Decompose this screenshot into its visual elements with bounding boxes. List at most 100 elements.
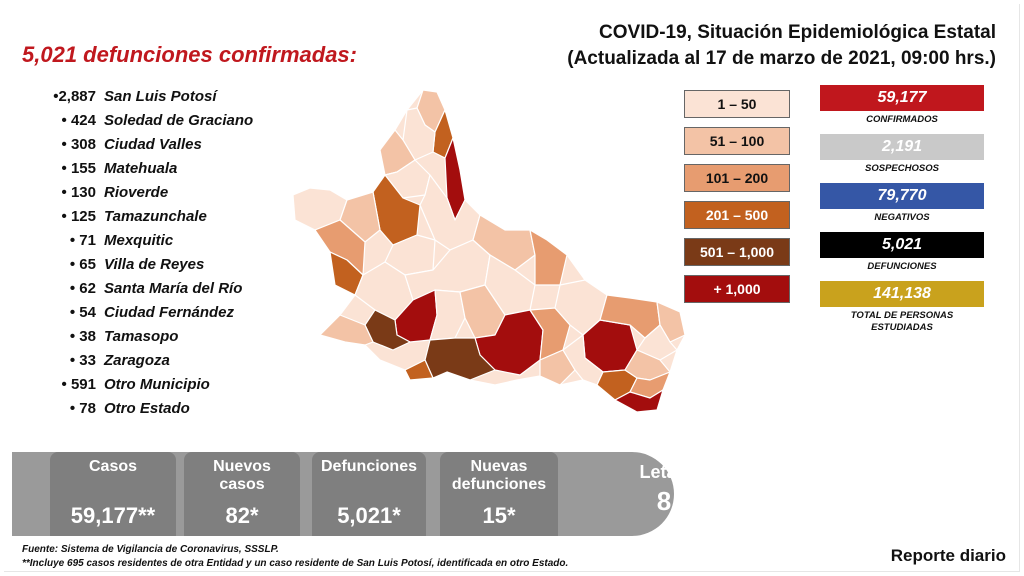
legend-label: 1 – 50 [717, 96, 757, 112]
list-item: • 155 Matehuala [40, 156, 300, 180]
list-item-name: Otro Estado [104, 399, 190, 417]
list-item-count: • 71 [69, 231, 96, 249]
summary-deaths-label: Defunciones [320, 458, 417, 475]
list-item-count: • 62 [69, 279, 96, 297]
list-item: • 308 Ciudad Valles [40, 132, 300, 156]
map-legend: 1 – 50 51 – 100 101 – 200 201 – 500 501 … [684, 90, 790, 312]
list-item-name: Mexquitic [104, 231, 174, 249]
list-item: • 591 Otro Municipio [40, 372, 300, 396]
list-item-count: • 65 [69, 255, 96, 273]
deaths-headline: 5,021 defunciones confirmadas: [22, 42, 357, 67]
list-item: •2,887 San Luis Potosí [40, 84, 300, 108]
list-item-count: • 78 [69, 399, 96, 417]
legend-label: 201 – 500 [705, 207, 769, 223]
list-item-name: Zaragoza [104, 351, 170, 369]
footnote-source: Fuente: Sistema de Vigilancia de Coronav… [22, 544, 279, 555]
summary-cases-label: Casos [88, 458, 138, 475]
list-item-name: Tamasopo [104, 327, 179, 345]
stat-label: DEFUNCIONES [867, 261, 937, 272]
list-item: • 424 Soledad de Graciano [40, 108, 300, 132]
stat-deaths: 5,021 DEFUNCIONES [820, 232, 984, 273]
list-item-name: Soledad de Graciano [104, 111, 254, 129]
list-item: • 54 Ciudad Fernández [40, 300, 300, 324]
municipality-deaths-list: •2,887 San Luis Potosí • 424 Soledad de Gr… [40, 84, 300, 420]
map-region [529, 229, 568, 286]
list-item-count: • 591 [61, 375, 96, 393]
stat-label: CONFIRMADOS [866, 114, 938, 125]
summary-new-deaths-value: 15* [482, 503, 516, 528]
list-item: • 33 Zaragoza [40, 348, 300, 372]
stat-value: 59,177 [820, 85, 984, 111]
list-item: • 62 Santa María del Río [40, 276, 300, 300]
list-item-count: • 125 [61, 207, 96, 225]
map-region [539, 349, 576, 386]
title-line-2: (Actualizada al 17 de marzo de 2021, 09:… [567, 48, 996, 69]
summary-lethality-label: Letalidad: [639, 462, 725, 482]
map-svg [292, 89, 686, 413]
list-item: • 65 Villa de Reyes [40, 252, 300, 276]
stat-value: 79,770 [820, 183, 984, 209]
summary-cases-value: 59,177** [70, 503, 156, 528]
list-item-count: • 54 [69, 303, 96, 321]
list-item-name: Rioverde [104, 183, 169, 201]
map-region [472, 214, 536, 271]
list-item-count: •2,887 [53, 87, 96, 105]
map-region [339, 191, 381, 243]
list-item-name: Otro Municipio [104, 375, 210, 393]
map-region [656, 301, 686, 343]
legend-item-201-500: 201 – 500 [684, 201, 790, 229]
footnote-note: **Incluye 695 casos residentes de otra E… [22, 558, 569, 569]
map-region [614, 389, 664, 413]
stats-panel: 59,177 CONFIRMADOS 2,191 SOSPECHOSOS 79,… [820, 85, 984, 342]
stat-label: TOTAL DE PERSONAS ESTUDIADAS [850, 310, 954, 333]
legend-label: 51 – 100 [709, 133, 765, 149]
summary-new-deaths-label: Nuevas defunciones [451, 458, 547, 493]
list-item: • 71 Mexquitic [40, 228, 300, 252]
stat-label: SOSPECHOSOS [865, 163, 939, 174]
list-item-name: Ciudad Valles [104, 135, 202, 153]
legend-label: 501 – 1,000 [700, 244, 774, 260]
legend-label: 101 – 200 [705, 170, 769, 186]
daily-report-label: Reporte diario [890, 546, 1006, 565]
list-item-count: • 308 [61, 135, 96, 153]
summary-deaths-value: 5,021* [337, 503, 401, 528]
summary-new-cases-value: 82* [225, 503, 259, 528]
list-item: • 78 Otro Estado [40, 396, 300, 420]
summary-new-deaths: Nuevas defunciones 15* [440, 452, 558, 536]
page-frame [4, 4, 1020, 572]
list-item-count: • 155 [61, 159, 96, 177]
page-title: COVID-19, Situación Epidemiológica Estat… [567, 20, 996, 72]
legend-item-51-100: 51 – 100 [684, 127, 790, 155]
stat-label: NEGATIVOS [874, 212, 930, 223]
map-region [372, 174, 421, 246]
summary-new-cases-label: Nuevos casos [213, 458, 271, 493]
legend-item-101-200: 101 – 200 [684, 164, 790, 192]
legend-item-over-1000: + 1,000 [684, 275, 790, 303]
list-item-name: Matehuala [104, 159, 178, 177]
summary-new-cases: Nuevos casos 82* [184, 452, 300, 536]
list-item-name: Santa María del Río [104, 279, 243, 297]
list-item-name: Ciudad Fernández [104, 303, 235, 321]
legend-item-1-50: 1 – 50 [684, 90, 790, 118]
list-item: • 125 Tamazunchale [40, 204, 300, 228]
list-item: • 38 Tamasopo [40, 324, 300, 348]
stat-value: 2,191 [820, 134, 984, 160]
stat-suspected: 2,191 SOSPECHOSOS [820, 134, 984, 175]
stat-value: 141,138 [820, 281, 984, 307]
state-choropleth-map [285, 80, 705, 430]
map-region [319, 314, 374, 346]
list-item-name: San Luis Potosí [104, 87, 217, 105]
stat-total-studied: 141,138 TOTAL DE PERSONAS ESTUDIADAS [820, 281, 984, 334]
stat-value: 5,021 [820, 232, 984, 258]
list-item-name: Tamazunchale [104, 207, 207, 225]
list-item-count: • 38 [69, 327, 96, 345]
summary-lethality-value: 8.48 [656, 486, 708, 516]
summary-deaths: Defunciones 5,021* [312, 452, 426, 536]
title-line-1: COVID-19, Situación Epidemiológica Estat… [599, 22, 996, 43]
list-item-count: • 33 [69, 351, 96, 369]
legend-label: + 1,000 [713, 281, 761, 297]
summary-cases: Casos 59,177** [50, 452, 176, 536]
list-item-count: • 424 [61, 111, 96, 129]
stat-negative: 79,770 NEGATIVOS [820, 183, 984, 224]
list-item-name: Villa de Reyes [104, 255, 205, 273]
